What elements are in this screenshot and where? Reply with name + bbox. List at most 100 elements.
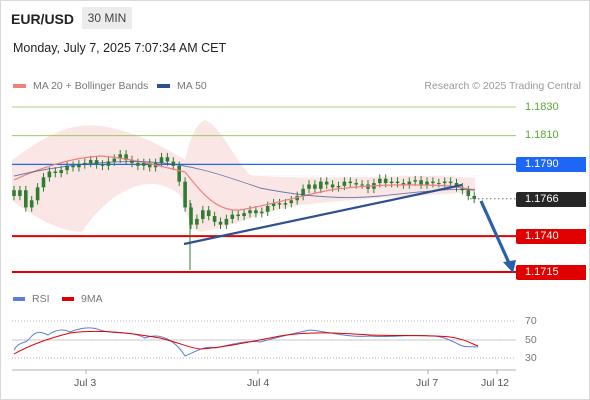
candle-body: [319, 181, 323, 189]
candle-body: [442, 181, 447, 184]
candle-body: [354, 183, 358, 185]
candle-body: [460, 187, 465, 191]
candle-body: [342, 181, 347, 186]
rsi-tick-70: 70: [525, 315, 537, 327]
x-label-jul4: Jul 4: [247, 377, 270, 389]
candle-body: [24, 190, 28, 208]
candle-body: [419, 180, 423, 185]
candle-body: [466, 190, 471, 196]
candle-body: [183, 181, 187, 208]
candle-body: [242, 213, 246, 217]
forecast-arrow-shaft: [479, 200, 511, 264]
candle-body: [277, 203, 282, 205]
timestamp: Monday, July 7, 2025 7:07:34 AM CET: [13, 41, 227, 55]
candle-body: [177, 165, 181, 182]
bollinger-band: [12, 120, 475, 232]
candle-body: [159, 157, 164, 163]
candle-body: [413, 180, 417, 182]
legend-rsi-label: RSI: [32, 293, 50, 305]
candle-body: [348, 181, 353, 184]
candle-body: [301, 188, 305, 196]
candle-body: [218, 221, 223, 225]
candle-body: [313, 184, 317, 189]
candle-body: [71, 165, 75, 168]
rsi-swatch: [13, 297, 25, 301]
candle-body: [106, 161, 111, 166]
candle-body: [47, 171, 52, 178]
candle-body: [195, 218, 199, 225]
candle-body: [189, 207, 193, 225]
candle-body: [201, 210, 205, 219]
candle-body: [336, 185, 341, 188]
timeframe-badge[interactable]: 30 MIN: [82, 7, 132, 29]
candle-body: [59, 170, 63, 173]
x-label-jul7: Jul 7: [416, 377, 439, 389]
x-label-jul12: Jul 12: [481, 377, 510, 389]
legend-9ma-label: 9MA: [81, 293, 103, 305]
candle-body: [437, 183, 441, 185]
level-label-6: 1.1715: [516, 265, 586, 280]
legend-ma50-label: MA 50: [177, 80, 207, 92]
candle-body: [65, 165, 69, 171]
candle-body: [401, 183, 406, 185]
candle-body: [112, 158, 117, 162]
candle-body: [307, 184, 311, 189]
legend-9ma: 9MA: [62, 293, 103, 305]
candle-body: [94, 160, 99, 165]
level-label-1: 1.1830: [525, 101, 559, 113]
candle-body: [254, 210, 258, 214]
candle-body: [35, 187, 40, 201]
candle-body: [224, 218, 229, 225]
legend-ma20-label: MA 20 + Bollinger Bands: [33, 80, 149, 92]
rsi-tick-30: 30: [525, 352, 537, 364]
candle-body: [383, 178, 388, 184]
candle-body: [330, 184, 335, 188]
ma20-swatch: [13, 84, 26, 88]
candle-body: [324, 181, 329, 185]
candle-body: [136, 162, 140, 166]
ma50-swatch: [157, 84, 170, 88]
candle-body: [289, 200, 294, 204]
candle-body: [29, 200, 34, 208]
symbol-title: EUR/USD: [11, 11, 75, 27]
level-label-4: 1.1766: [516, 192, 586, 207]
candle-body: [230, 214, 235, 219]
candle-body: [448, 181, 453, 184]
candle-body: [360, 184, 364, 186]
level-label-5: 1.1740: [516, 229, 586, 244]
level-label-2: 1.1810: [525, 129, 559, 141]
candle-body: [171, 161, 176, 166]
candle-body: [248, 210, 252, 214]
candle-body: [147, 162, 152, 168]
candle-body: [212, 216, 217, 222]
candle-body: [389, 181, 394, 184]
candle-body: [206, 210, 211, 217]
legend-rsi: RSI: [13, 293, 50, 305]
candle-body: [295, 195, 299, 201]
candle-body: [165, 157, 170, 162]
candle-body: [425, 181, 429, 185]
candle-body: [18, 190, 22, 196]
candle-body: [260, 211, 264, 214]
candle-body: [472, 195, 476, 199]
candle-body: [407, 181, 412, 185]
candle-body: [41, 177, 46, 188]
candle-body: [283, 203, 288, 205]
ma50-line: [13, 161, 476, 199]
candle-body: [236, 214, 240, 217]
legend-ma50: MA 50: [157, 80, 207, 92]
candle-body: [378, 178, 382, 184]
candle-body: [77, 164, 81, 168]
candle-body: [395, 181, 400, 184]
candle-body: [431, 181, 435, 184]
forecast-arrow-head: [503, 260, 516, 273]
rsi-tick-50: 50: [525, 334, 537, 346]
candle-body: [88, 160, 93, 163]
candle-body: [265, 206, 270, 212]
copyright: Research © 2025 Trading Central: [424, 80, 581, 92]
candle-body: [271, 203, 276, 206]
candle-body: [118, 154, 122, 159]
rsi-9ma-line: [13, 330, 479, 355]
candle-body: [124, 154, 128, 161]
